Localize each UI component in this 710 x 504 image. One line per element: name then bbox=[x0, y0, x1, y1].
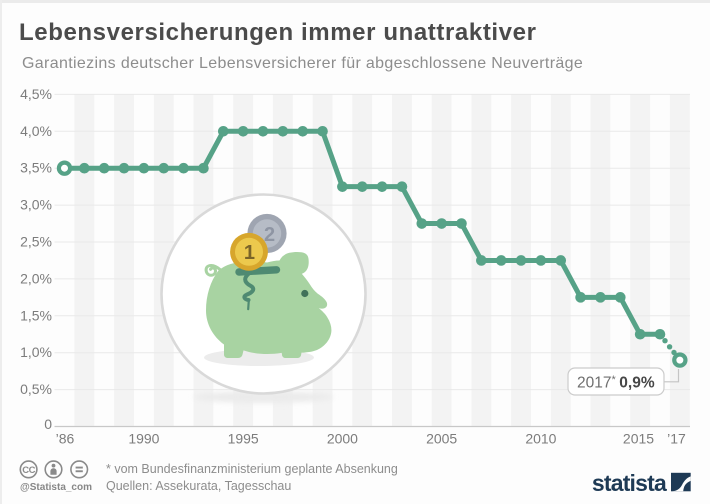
svg-text:’86: ’86 bbox=[56, 431, 75, 447]
svg-text:2,5%: 2,5% bbox=[20, 234, 52, 250]
svg-text:1,5%: 1,5% bbox=[20, 307, 52, 323]
svg-text:1990: 1990 bbox=[128, 431, 159, 447]
svg-text:statista: statista bbox=[592, 470, 667, 496]
svg-text:1: 1 bbox=[244, 242, 255, 264]
svg-text:2000: 2000 bbox=[327, 431, 358, 447]
svg-text:2005: 2005 bbox=[426, 431, 457, 447]
svg-text:2,0%: 2,0% bbox=[20, 270, 52, 286]
svg-text:4,0%: 4,0% bbox=[20, 123, 52, 139]
svg-text:0: 0 bbox=[44, 416, 52, 432]
svg-text:’17: ’17 bbox=[667, 431, 686, 447]
svg-text:3,5%: 3,5% bbox=[20, 160, 52, 176]
svg-text:0,5%: 0,5% bbox=[20, 381, 52, 397]
svg-text:2: 2 bbox=[264, 224, 275, 246]
svg-text:3,0%: 3,0% bbox=[20, 197, 52, 213]
svg-text:2010: 2010 bbox=[525, 431, 556, 447]
svg-text:CC: CC bbox=[22, 465, 35, 476]
svg-text:4,5%: 4,5% bbox=[20, 86, 52, 102]
svg-text:1,0%: 1,0% bbox=[20, 344, 52, 360]
svg-text:2015: 2015 bbox=[623, 431, 654, 447]
svg-text:1995: 1995 bbox=[228, 431, 259, 447]
